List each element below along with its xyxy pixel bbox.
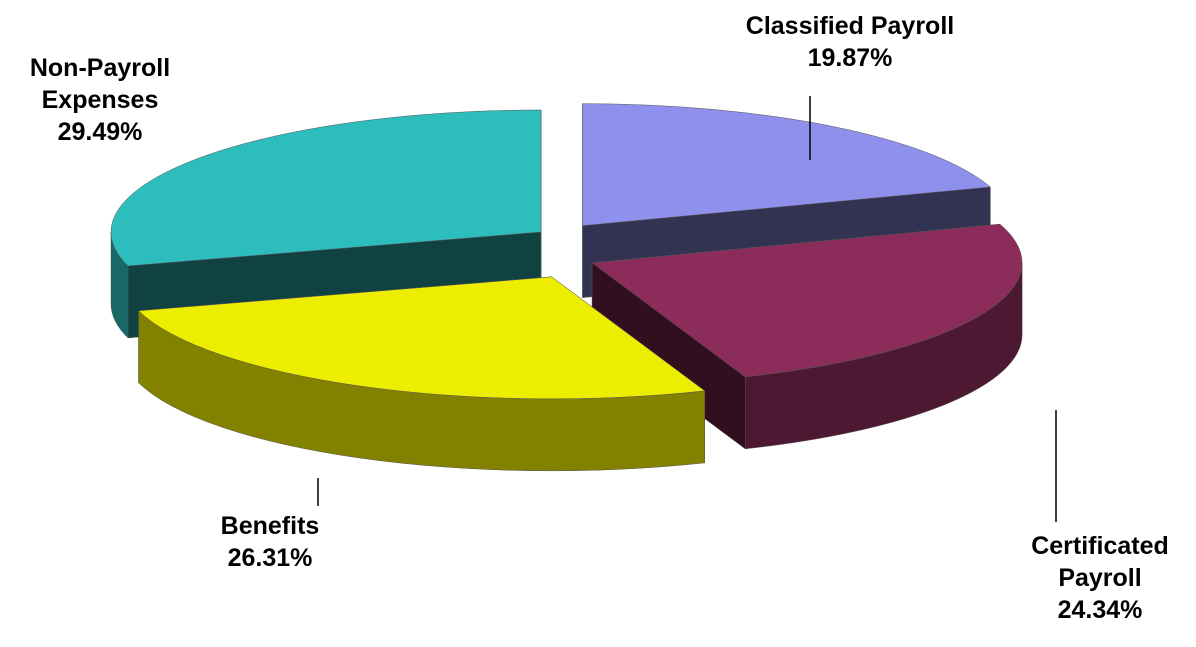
slice-label: Certificated Payroll 24.34% (1010, 530, 1190, 626)
slice (110, 109, 542, 267)
label-value: 19.87% (807, 44, 893, 72)
slice (582, 103, 991, 226)
label-value: 29.49% (57, 118, 143, 146)
label-name: Benefits (220, 512, 320, 540)
label-value: 26.31% (227, 544, 313, 572)
slice-label: Classified Payroll 19.87% (720, 10, 980, 74)
label-name: Certificated Payroll (1031, 532, 1169, 592)
slice (591, 223, 1023, 378)
label-name: Non-Payroll Expenses (29, 54, 171, 114)
label-value: 24.34% (1057, 596, 1143, 624)
label-name: Classified Payroll (745, 12, 955, 40)
slices (110, 103, 1023, 472)
slice (138, 276, 706, 400)
slice-label: Benefits 26.31% (170, 510, 370, 574)
slice-label: Non-Payroll Expenses 29.49% (10, 52, 190, 148)
